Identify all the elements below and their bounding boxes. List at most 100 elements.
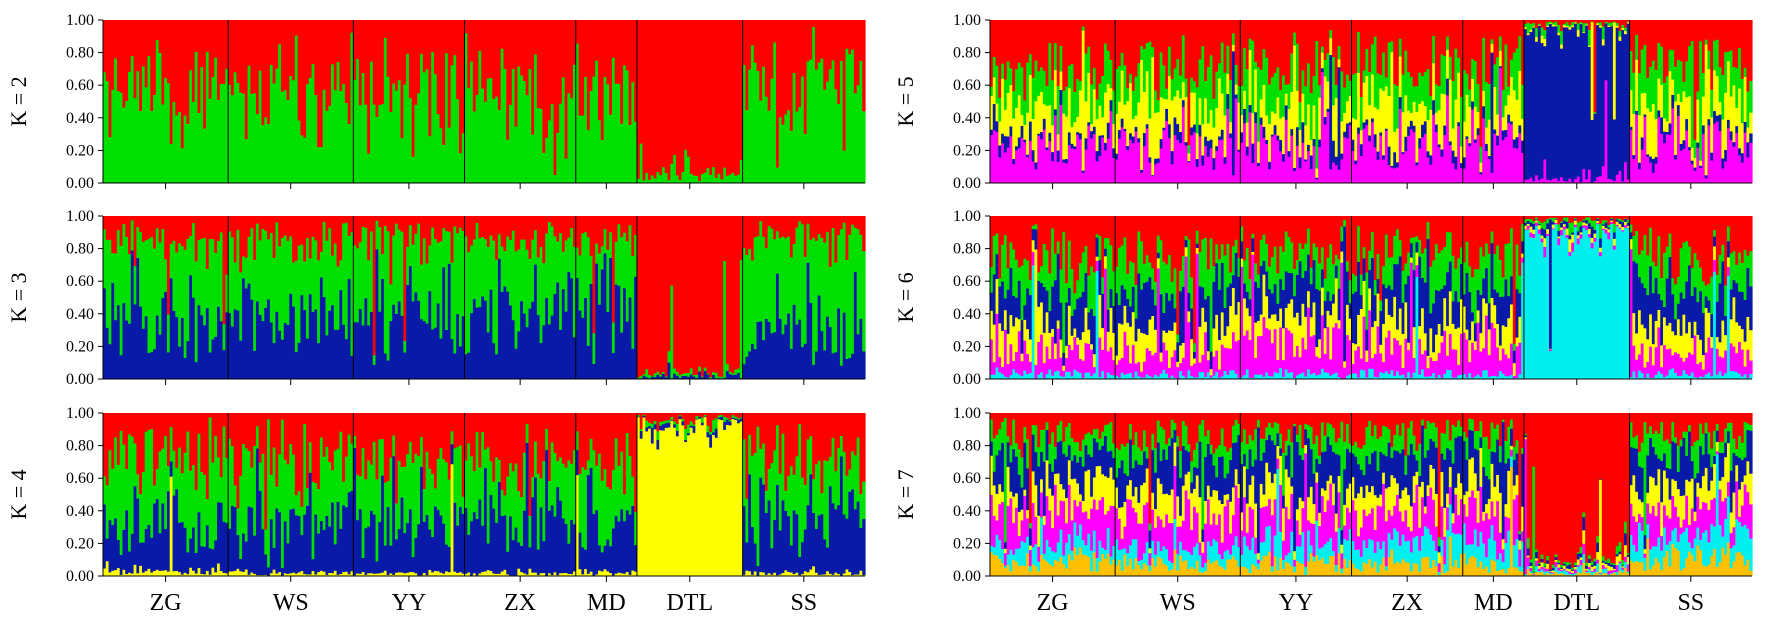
bar-segment [1126,373,1130,380]
bar-segment [1067,87,1072,133]
bar-segment [1101,134,1105,138]
bar-segment [500,489,505,517]
bar-segment [408,413,413,443]
bar-segment [103,287,107,380]
bar-segment [1579,21,1583,24]
bar-segment [214,336,218,380]
bar-segment [603,20,607,77]
bar-segment [728,425,733,577]
bar-segment [328,572,332,577]
bar-segment [539,572,543,577]
bar-segment [1440,20,1444,55]
bar-segment [1418,20,1422,73]
bar-segment [250,572,254,577]
bar-segment [798,556,802,576]
bar-segment [311,570,315,577]
bar-segment [1017,216,1022,268]
bar-segment [411,556,416,573]
bar-segment [1307,254,1311,292]
bar-segment [1304,159,1308,162]
bar-segment [1437,290,1442,324]
bar-segment [1718,101,1723,115]
bar-segment [1418,256,1422,327]
bar-segment [547,324,552,380]
bar-segment [1140,45,1144,60]
bar-segment [1273,20,1278,73]
bar-segment [458,20,463,154]
bar-segment [1382,20,1386,53]
bar-segment [191,464,196,528]
bar-segment [1120,52,1125,71]
bar-segment [378,226,382,312]
bar-segment [545,413,549,429]
bar-segment [1535,41,1539,176]
bar-segment [331,572,335,577]
bar-segment [436,509,441,572]
bar-segment [1629,129,1634,184]
bar-segment [1518,133,1522,184]
bar-segment [456,232,460,315]
bar-segment [1101,137,1105,184]
bar-segment [625,216,630,242]
bar-segment [1529,29,1533,32]
bar-segment [1248,38,1253,51]
bar-segment [826,413,830,462]
bar-segment [1218,20,1222,64]
bar-segment [703,20,708,173]
bar-segment [1384,287,1389,299]
bar-segment [328,227,332,311]
bar-segment [1635,20,1639,35]
bar-segment [1229,133,1233,138]
bar-segment [1256,320,1261,337]
bar-segment [461,133,466,184]
bar-segment [1465,272,1469,330]
bar-segment [1295,375,1300,380]
bar-segment [369,231,374,313]
bar-segment [781,124,785,184]
bar-segment [283,459,288,522]
bar-segment [659,429,663,577]
bar-segment [631,570,635,577]
bar-segment [1031,20,1036,78]
bar-segment [333,329,338,380]
bar-segment [1637,168,1642,184]
bar-segment [161,20,165,105]
bar-segment [297,20,302,121]
bar-segment [166,465,171,492]
bar-segment [339,431,343,529]
bar-segment [762,484,766,573]
bar-segment [230,505,235,572]
bar-segment [308,216,313,259]
bar-segment [1154,164,1158,184]
bar-segment [236,310,240,380]
bar-segment [1040,138,1044,184]
bar-segment [203,413,207,475]
bar-segment [1726,61,1731,120]
bar-segment [584,231,588,298]
bar-segment [1176,334,1180,343]
bar-segment [1626,20,1631,22]
bar-segment [670,163,674,184]
bar-segment [1587,45,1592,47]
bar-segment [717,413,721,416]
bar-segment [1090,343,1094,350]
bar-segment [687,432,691,436]
bar-segment [586,129,591,184]
bar-segment [1398,239,1403,257]
bar-segment [361,216,366,227]
bar-segment [556,413,560,462]
bar-segment [492,216,496,241]
bar-segment [1218,62,1222,79]
bar-segment [489,461,493,495]
y-tick-label: 0.00 [66,568,94,585]
bar-segment [420,264,424,320]
bar-segment [417,413,421,457]
bar-segment [559,457,563,501]
bar-segment [1437,352,1442,375]
bar-segment [1434,124,1439,133]
bar-segment [1551,20,1556,23]
bar-segment [820,216,824,238]
bar-segment [308,294,313,380]
bar-segment [1117,101,1122,131]
bar-segment [1512,139,1517,148]
